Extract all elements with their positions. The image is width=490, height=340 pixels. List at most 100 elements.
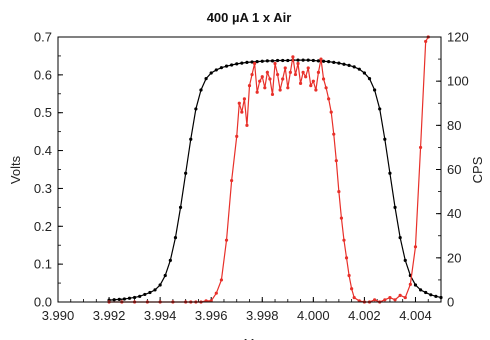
series-0-point <box>429 293 433 297</box>
series-1-point <box>288 70 292 74</box>
series-1-point <box>224 238 229 242</box>
y-right-tick-label: 0 <box>447 295 454 310</box>
series-1-point <box>245 123 249 127</box>
y-left-tick-label: 0.2 <box>34 219 52 234</box>
series-1-point <box>281 77 285 81</box>
series-1-point <box>408 282 412 286</box>
series-0-point <box>265 59 269 63</box>
series-0-point <box>306 58 310 62</box>
series-0-point <box>224 64 229 68</box>
series-1-point <box>240 110 244 114</box>
series-1-point <box>293 72 298 77</box>
y-left-tick-label: 0.0 <box>34 295 52 310</box>
series-1-point <box>311 79 315 83</box>
y-left-axis-label: Volts <box>8 155 23 184</box>
series-0-point <box>332 60 336 64</box>
series-1-point <box>373 298 377 302</box>
series-1-point <box>273 61 277 66</box>
series-1-point <box>255 90 259 94</box>
series-1-point <box>268 77 272 81</box>
y-left-tick-label: 0.4 <box>34 143 52 158</box>
series-1-point <box>329 110 333 114</box>
series-1-point <box>347 273 351 278</box>
y-left-tick-label: 0.3 <box>34 181 52 196</box>
series-0-point <box>311 58 315 63</box>
series-1-point <box>260 75 264 79</box>
axis-ticks <box>57 36 442 303</box>
series-0-point <box>219 66 224 70</box>
x-axis-label: M <box>244 336 255 340</box>
series-1-point <box>237 101 241 105</box>
series-0-point <box>240 61 244 65</box>
series-0-point <box>230 63 234 67</box>
series-0-point <box>189 137 193 141</box>
series-0-point <box>255 60 259 64</box>
series-1-point <box>275 72 280 77</box>
series-1-point <box>424 39 428 44</box>
series-1-point <box>393 298 397 302</box>
x-tick-label: 3.998 <box>246 308 279 323</box>
series-1-point <box>352 295 356 300</box>
series-1-point <box>214 291 218 295</box>
tick-labels: 3.990 3.992 3.994 3.996 3.998 4.000 4.002 4.004… <box>34 30 469 324</box>
series-1-point <box>235 134 239 138</box>
series-1-point <box>253 61 257 66</box>
chart-title: 400 µA 1 x Air <box>207 10 292 25</box>
series-0-point <box>424 290 428 295</box>
plot-frame <box>57 36 442 303</box>
series-1-point <box>309 83 313 88</box>
series-0-point <box>434 294 438 298</box>
series-0-point <box>321 59 326 63</box>
series-1-point <box>319 57 323 61</box>
series-0-point <box>122 297 126 301</box>
series-0-point <box>418 288 423 292</box>
y-left-tick-label: 0.7 <box>34 30 52 45</box>
series-1-point <box>339 216 344 220</box>
series-0-point <box>209 71 213 75</box>
series-0-point <box>270 59 275 63</box>
series-0-point <box>245 60 249 64</box>
y-right-axis-label: CPS <box>470 156 485 183</box>
series-1-point <box>383 298 387 302</box>
series-1-point <box>332 132 336 136</box>
series-0-point <box>275 58 280 63</box>
series-0-point <box>413 283 418 287</box>
series-0-point <box>383 137 387 141</box>
series-0-point <box>403 258 407 262</box>
y-right-tick-label: 20 <box>447 250 461 265</box>
series-0-point <box>301 58 305 62</box>
series-layer <box>107 35 443 304</box>
series-0-point <box>178 205 183 209</box>
x-tick-label: 3.994 <box>144 308 177 323</box>
series-1-point <box>283 66 287 70</box>
series-1-point <box>278 88 282 92</box>
series-1-point <box>306 66 310 70</box>
series-0-point <box>235 62 239 66</box>
series-0-point <box>112 298 116 302</box>
series-0-point <box>393 205 397 209</box>
x-tick-label: 4.000 <box>297 308 330 323</box>
series-1-point <box>298 81 303 85</box>
series-1-point <box>242 97 246 101</box>
series-1-point <box>230 178 234 183</box>
series-0-point <box>117 297 121 301</box>
series-0-point <box>127 296 132 300</box>
x-tick-label: 4.002 <box>348 308 381 323</box>
y-right-tick-label: 100 <box>447 74 469 89</box>
y-right-tick-label: 40 <box>447 206 461 221</box>
series-0-point <box>342 62 346 66</box>
x-tick-label: 3.996 <box>195 308 228 323</box>
series-0-point <box>133 295 137 300</box>
series-1-point <box>344 256 349 260</box>
x-tick-label: 4.004 <box>399 308 432 323</box>
series-0-point <box>194 107 198 111</box>
series-0-point <box>148 290 152 295</box>
series-0-point <box>281 58 285 63</box>
series-0-point <box>316 59 321 63</box>
y-left-tick-label: 0.1 <box>34 257 52 272</box>
series-0-point <box>158 283 162 287</box>
series-0-point <box>260 59 264 63</box>
series-0-point <box>153 288 157 292</box>
x-tick-label: 3.990 <box>42 308 75 323</box>
series-0-point <box>250 60 254 64</box>
